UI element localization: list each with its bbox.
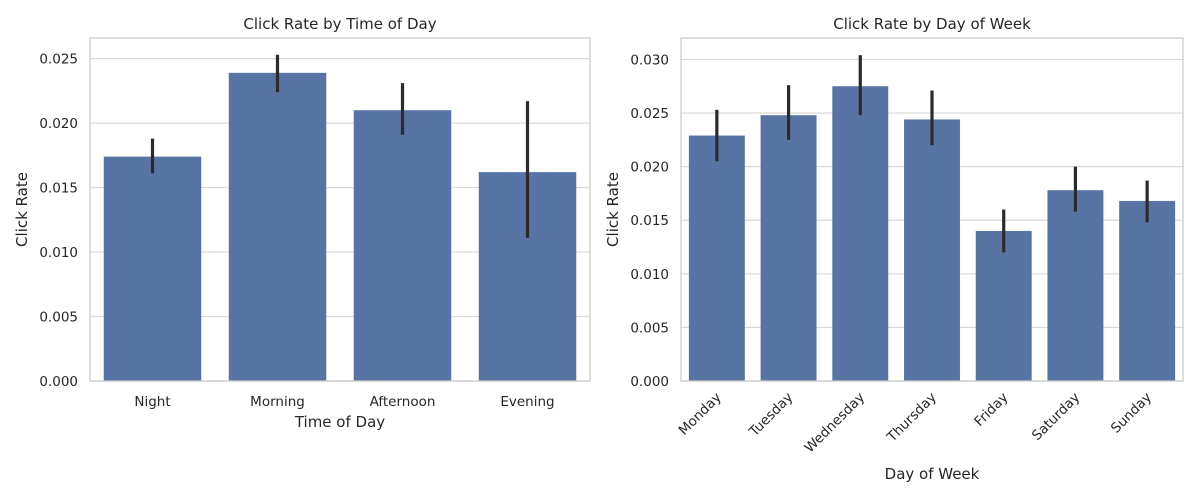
x-tick-label: Thursday bbox=[883, 390, 939, 446]
bar-afternoon bbox=[353, 110, 452, 382]
x-tick-label: Morning bbox=[250, 394, 305, 410]
bar-night bbox=[103, 156, 202, 381]
y-tick-label: 0.025 bbox=[39, 52, 78, 68]
y-tick-label: 0.015 bbox=[630, 213, 669, 229]
y-tick-label: 0.005 bbox=[630, 320, 669, 336]
y-tick-label: 0.010 bbox=[630, 267, 669, 283]
x-tick-label: Saturday bbox=[1029, 390, 1083, 444]
y-axis-label: Click Rate bbox=[604, 172, 622, 247]
y-tick-label: 0.025 bbox=[630, 106, 669, 122]
chart-panel-1: 0.000 0.005 0.010 0.015 0.020 0.025 Night Morni… bbox=[13, 15, 591, 431]
bar-wednesday bbox=[832, 86, 889, 381]
bar-morning bbox=[228, 72, 327, 381]
bar-sunday bbox=[1119, 200, 1176, 381]
bar-friday bbox=[975, 230, 1032, 381]
x-tick-label: Afternoon bbox=[370, 394, 436, 410]
bar-tuesday bbox=[760, 115, 817, 382]
y-tick-label: 0.010 bbox=[39, 245, 78, 261]
axes-frame bbox=[89, 37, 591, 382]
chart-title: Click Rate by Time of Day bbox=[243, 15, 436, 33]
bar-saturday bbox=[1047, 190, 1104, 381]
x-tick-label: Wednesday bbox=[802, 390, 869, 457]
bar-monday bbox=[688, 135, 745, 381]
x-tick-label: Tuesday bbox=[746, 390, 797, 441]
y-tick-label: 0.000 bbox=[39, 374, 78, 390]
y-tick-label: 0.020 bbox=[39, 116, 78, 132]
x-tick-label: Sunday bbox=[1108, 390, 1155, 437]
chart-title: Click Rate by Day of Week bbox=[833, 15, 1031, 33]
x-tick-label: Evening bbox=[500, 394, 554, 410]
x-axis-label: Time of Day bbox=[294, 413, 385, 431]
y-tick-label: 0.030 bbox=[630, 52, 669, 68]
x-tick-label: Friday bbox=[971, 390, 1011, 430]
axes-frame bbox=[680, 37, 1184, 382]
y-tick-label: 0.020 bbox=[630, 160, 669, 176]
y-tick-label: 0.000 bbox=[630, 374, 669, 390]
y-tick-label: 0.005 bbox=[39, 310, 78, 326]
x-axis-label: Day of Week bbox=[885, 465, 980, 483]
x-tick-label: Night bbox=[134, 394, 170, 410]
chart-panel-2: 0.000 0.005 0.010 0.015 0.020 0.025 0.030 Monda… bbox=[604, 15, 1184, 483]
x-tick-label: Monday bbox=[676, 390, 725, 439]
bar-thursday bbox=[904, 119, 960, 382]
y-axis-label: Click Rate bbox=[13, 172, 31, 247]
y-tick-label: 0.015 bbox=[39, 181, 78, 197]
